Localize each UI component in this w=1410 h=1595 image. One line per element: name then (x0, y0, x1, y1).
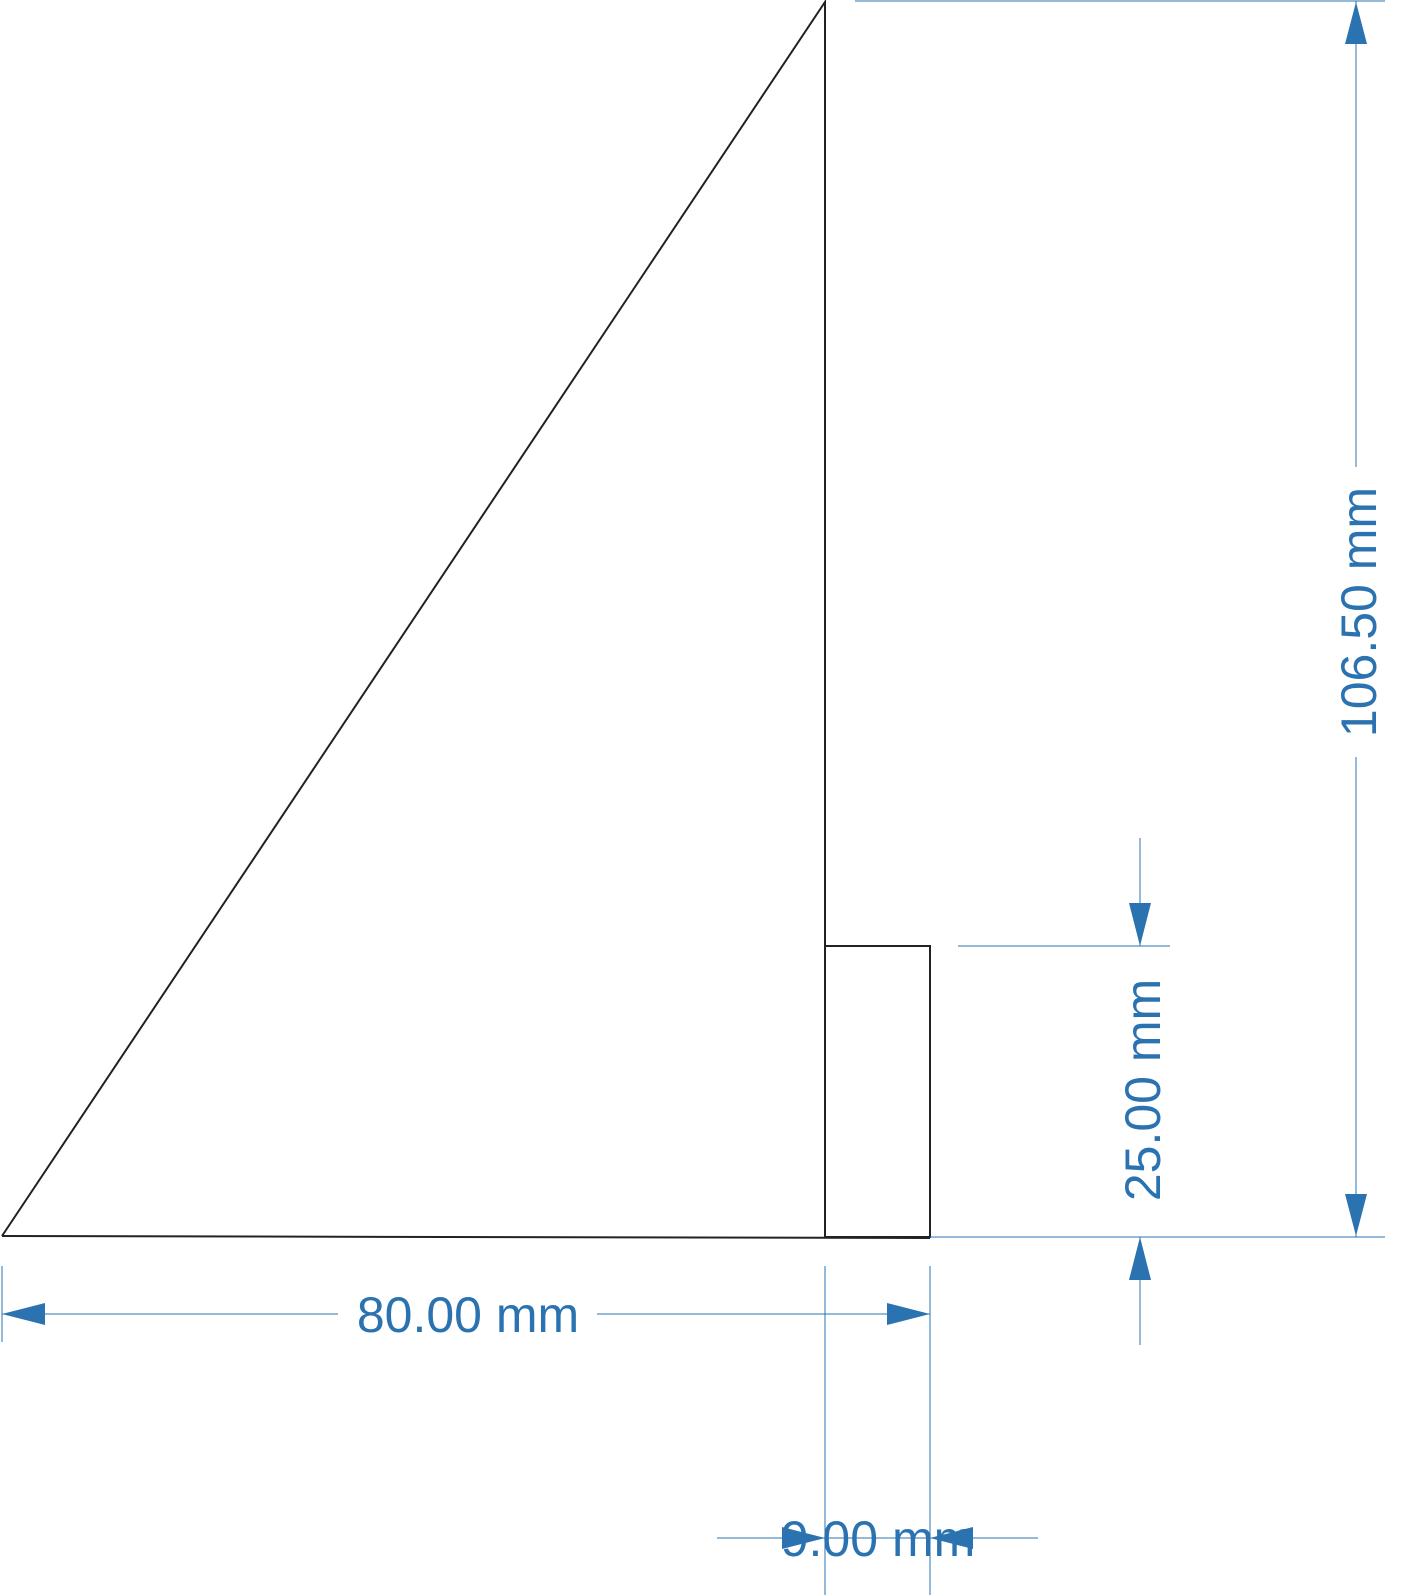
arrow-down-icon (1129, 903, 1151, 946)
block-height-dimension-label: 25.00 mm (1115, 979, 1171, 1201)
block-height-dimension: 25.00 mm (1115, 838, 1171, 1345)
part-outline (1, 0, 931, 1239)
width-dimension-label: 80.00 mm (357, 1287, 579, 1343)
arrow-up-icon (1129, 1237, 1151, 1280)
arrow-right-icon (887, 1303, 930, 1325)
arrow-left-icon (2, 1303, 45, 1325)
arrow-up-icon (1345, 2, 1367, 44)
arrow-down-icon (1345, 1194, 1367, 1236)
block-width-dimension: 9.00 mm (717, 1511, 1038, 1567)
width-dimension: 80.00 mm (2, 1287, 930, 1343)
block-width-dimension-label: 9.00 mm (781, 1511, 976, 1567)
height-dimension: 106.50 mm (1331, 1, 1387, 1237)
triangle-outline (1, 0, 826, 1237)
triangle-base (1, 1235, 931, 1239)
arrow-left-icon (930, 1527, 973, 1549)
arrow-right-icon (782, 1527, 825, 1549)
height-dimension-label: 106.50 mm (1331, 487, 1387, 737)
block-outline (824, 945, 931, 1238)
